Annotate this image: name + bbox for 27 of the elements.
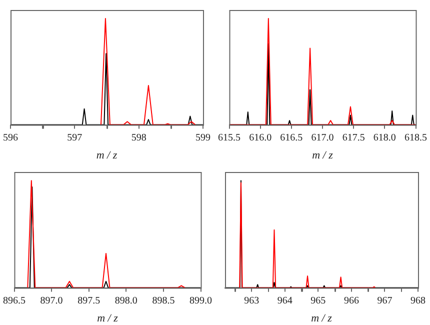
x-tick-label: 897.5 (78, 295, 100, 306)
x-tick-label: 896.5 (3, 295, 26, 306)
x-tick-label: 616.0 (249, 132, 272, 144)
x-tick-label: 967 (377, 295, 392, 306)
x-tick-label: 966 (344, 295, 359, 306)
x-axis-title: m / z (311, 312, 333, 324)
x-tick-label: 968 (410, 295, 426, 306)
x-tick-label: 599 (196, 132, 210, 144)
x-tick-label: 617.0 (311, 132, 334, 144)
x-tick-label: 964 (277, 295, 292, 306)
x-tick-label: 899.0 (190, 295, 212, 306)
x-tick-label: 616.5 (280, 132, 303, 144)
x-axis-title: m / z (97, 312, 119, 324)
x-axis-title: m / z (312, 149, 334, 162)
x-tick-label: 597 (67, 132, 82, 144)
x-tick-label: 598 (131, 132, 146, 144)
x-tick-label: 596 (3, 132, 18, 144)
x-tick-label: 615.5 (218, 132, 240, 144)
x-tick-label: 617.5 (342, 132, 365, 144)
x-tick-label: 965 (310, 295, 326, 306)
x-tick-label: 898.0 (114, 295, 138, 306)
x-tick-label: 898.5 (152, 295, 175, 306)
x-tick-label: 897.0 (40, 295, 63, 306)
x-axis-title: m / z (96, 149, 118, 162)
x-tick-label: 618.5 (404, 132, 427, 144)
x-tick-label: 963 (244, 295, 260, 306)
x-tick-label: 618.0 (373, 132, 396, 144)
